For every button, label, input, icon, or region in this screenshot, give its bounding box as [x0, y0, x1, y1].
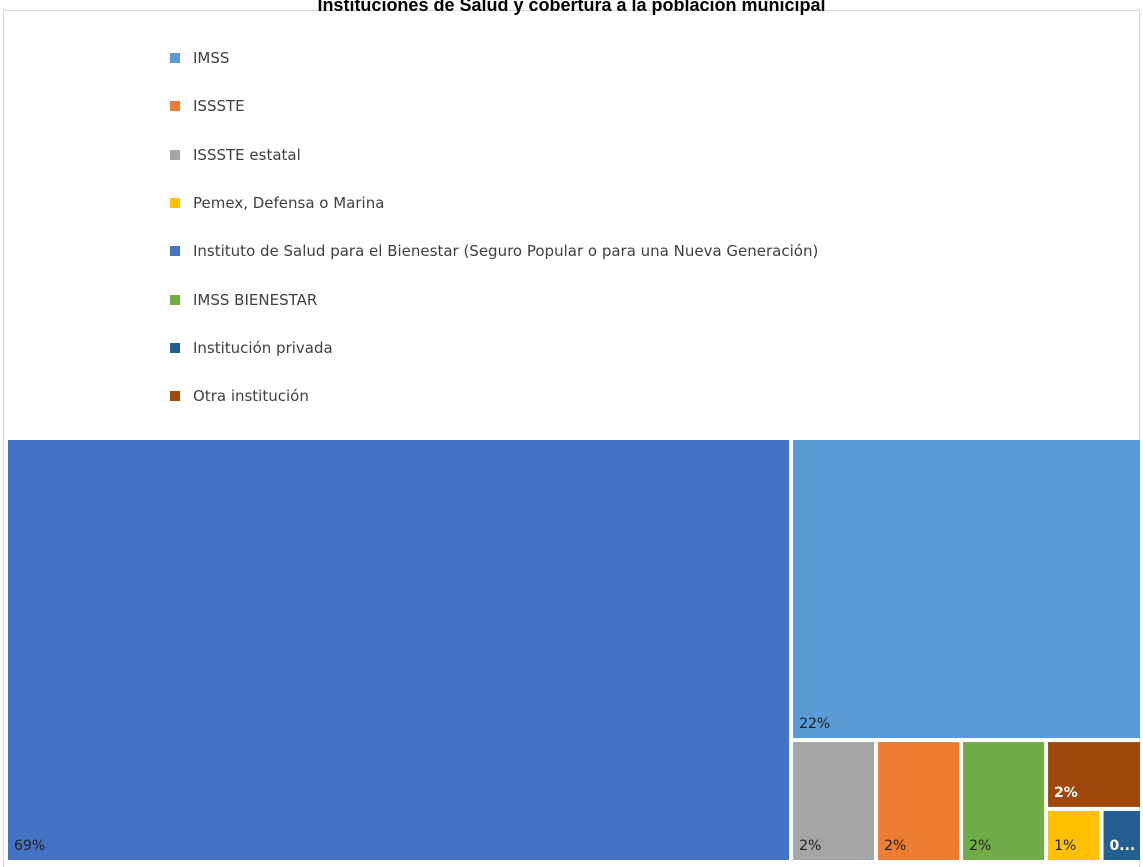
- tile-institucion-privada: 0...: [1103, 810, 1140, 860]
- legend-item-imss: IMSS: [170, 46, 229, 70]
- legend-swatch: [170, 101, 180, 112]
- tile-rect: [1103, 810, 1140, 860]
- legend-swatch: [170, 197, 180, 208]
- data-label: 69%: [14, 838, 45, 854]
- tile-pemex-defensa-o-marina: 1%: [1048, 810, 1100, 860]
- data-label: 0...: [1110, 838, 1136, 854]
- legend-label: ISSSTE estatal: [193, 145, 301, 164]
- legend-label: Pemex, Defensa o Marina: [193, 193, 385, 212]
- chart-area: [3, 10, 1140, 867]
- tile-issste-estatal: 2%: [793, 742, 875, 860]
- legend-item-otra-institucion: Otra institución: [170, 384, 309, 408]
- legend-label: Otra institución: [193, 387, 309, 406]
- tile-rect: [793, 742, 875, 860]
- data-label: 2%: [969, 838, 991, 854]
- legend-swatch: [170, 342, 180, 353]
- legend-label: Institución privada: [193, 338, 333, 357]
- tile-imss: 22%: [793, 440, 1140, 739]
- tile-rect: [1048, 810, 1100, 860]
- legend-label: Instituto de Salud para el Bienestar (Se…: [193, 242, 819, 261]
- tile-rect: [963, 742, 1045, 860]
- legend-label: IMSS: [193, 49, 230, 67]
- tile-otra-institucion: 2%: [1048, 742, 1140, 807]
- tile-issste: 2%: [878, 742, 960, 860]
- data-label: 2%: [884, 838, 906, 854]
- data-label: 1%: [1054, 838, 1076, 854]
- tile-imss-bienestar: 2%: [963, 742, 1045, 860]
- tile-rect: [878, 742, 960, 860]
- legend-swatch: [170, 294, 180, 305]
- tile-rect: [1048, 742, 1140, 807]
- legend-item-issste: ISSSTE: [170, 94, 245, 118]
- legend-swatch: [170, 149, 180, 160]
- data-label: 22%: [799, 716, 830, 732]
- tile-instituto-de-salud-para-el-bienestar-seguro-popular-o-para-una-nueva-generacion: 69%: [8, 440, 790, 860]
- legend-label: IMSS BIENESTAR: [193, 290, 318, 309]
- tile-rect: [8, 440, 790, 860]
- legend-item-issste-estatal: ISSSTE estatal: [170, 143, 301, 167]
- legend-swatch: [170, 391, 180, 402]
- legend-label: ISSSTE: [193, 97, 245, 116]
- legend-swatch: [170, 53, 180, 63]
- legend-item-pemex-defensa-o-marina: Pemex, Defensa o Marina: [170, 191, 384, 215]
- legend-item-imss-bienestar: IMSS BIENESTAR: [170, 288, 317, 312]
- legend-item-instituto-de-salud-para-el-bienestar-seguro-popular-o-para-una-nueva-generacion: Instituto de Salud para el Bienestar (Se…: [170, 239, 818, 263]
- chart-title: Instituciones de Salud y cobertura a la …: [317, 0, 826, 15]
- data-label: 2%: [1054, 785, 1078, 801]
- data-label: 2%: [799, 838, 821, 854]
- tile-rect: [793, 440, 1140, 739]
- legend-swatch: [170, 246, 180, 257]
- legend-item-institucion-privada: Institución privada: [170, 336, 333, 360]
